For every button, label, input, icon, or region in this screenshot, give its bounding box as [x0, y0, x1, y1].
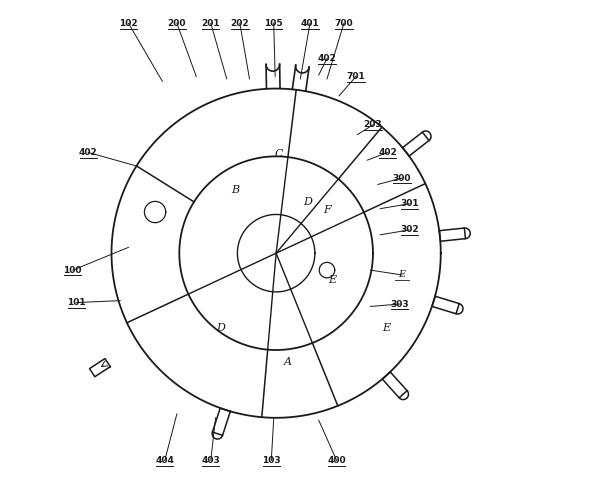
Text: 402: 402: [317, 54, 336, 63]
Text: E: E: [398, 270, 405, 280]
Text: 105: 105: [264, 19, 283, 28]
Text: 100: 100: [63, 265, 82, 275]
Text: 302: 302: [400, 225, 418, 234]
Text: D: D: [303, 197, 312, 207]
Text: 300: 300: [393, 174, 411, 183]
Text: 103: 103: [262, 456, 281, 465]
Text: 700: 700: [335, 19, 353, 28]
Text: B: B: [231, 185, 239, 195]
Text: 301: 301: [400, 199, 418, 208]
Text: 701: 701: [347, 72, 365, 81]
Text: 401: 401: [301, 19, 319, 28]
Text: 202: 202: [230, 19, 249, 28]
Text: C: C: [274, 149, 283, 159]
Text: D: D: [216, 323, 225, 333]
Text: 102: 102: [119, 19, 138, 28]
Text: 400: 400: [327, 456, 346, 465]
Text: E: E: [382, 323, 391, 333]
Text: F: F: [323, 205, 331, 215]
Text: 404: 404: [155, 456, 174, 465]
Text: 101: 101: [67, 298, 86, 307]
Text: E: E: [328, 275, 336, 285]
Text: 402: 402: [79, 148, 98, 157]
Text: 402: 402: [378, 148, 397, 157]
Text: 303: 303: [390, 300, 409, 309]
Text: 403: 403: [202, 456, 220, 465]
Text: 200: 200: [168, 19, 186, 28]
Text: 203: 203: [363, 120, 382, 130]
Text: A: A: [284, 357, 292, 367]
Text: 201: 201: [202, 19, 220, 28]
